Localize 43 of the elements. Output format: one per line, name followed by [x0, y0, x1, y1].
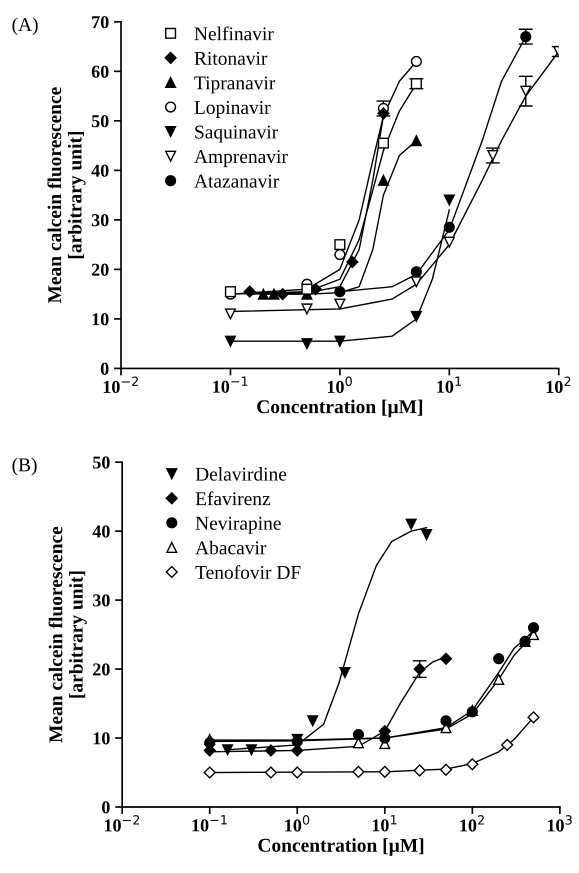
legend-label: Amprenavir — [194, 150, 288, 168]
legend-label: Saquinavir — [195, 126, 278, 143]
x-tick-label: 10$^{2}$ — [546, 376, 570, 394]
legend-label: Tenofovir DF — [195, 565, 300, 579]
x-tick-label: 10$^{1}$ — [372, 815, 396, 832]
x-tick-label: 10$^{−1}$ — [213, 376, 248, 393]
x-tick-label: 10$^{3}$ — [548, 815, 572, 832]
legend-label: Ritonavir — [194, 52, 268, 65]
legend-label: Delavirdine — [196, 467, 286, 481]
y-tick-label: 50 — [93, 456, 110, 469]
y-axis-title: Mean calcein fluorescence [arbitrary unit] — [48, 526, 87, 743]
x-tick-label: 10$^{2}$ — [460, 815, 484, 832]
legend-label: Nelfinavir — [194, 26, 274, 40]
y-tick-label: 30 — [92, 214, 109, 226]
legend-label: Atazanavir — [194, 174, 280, 188]
y-tick-label: 70 — [92, 16, 109, 28]
legend-label: Abacavir — [195, 540, 266, 554]
y-tick-label: 50 — [92, 115, 109, 128]
text: (B) — [12, 458, 37, 476]
x-axis-title: Concentration [µM] — [258, 838, 424, 856]
y-tick-label: 40 — [91, 164, 109, 177]
y-tick-label: 10 — [94, 732, 110, 744]
y-tick-label: 40 — [92, 525, 110, 538]
legend-label: Nevirapine — [196, 516, 281, 534]
y-tick-label: 0 — [102, 801, 110, 814]
legend-label: Lopinavir — [194, 100, 270, 118]
x-tick-label: 10$^{0}$ — [328, 376, 352, 394]
y-tick-label: 10 — [92, 313, 109, 326]
y-tick-label: 20 — [93, 663, 110, 676]
x-tick-label: 10$^{−2}$ — [104, 815, 140, 832]
x-tick-label: 10$^{−2}$ — [104, 376, 138, 394]
y-axis-title: Mean calcein fluorescence [arbitrary unit] — [47, 87, 86, 304]
text: (A) — [12, 17, 38, 36]
legend-label: Tipranavir — [194, 76, 276, 94]
legend-label: Efavirenz — [196, 491, 270, 506]
y-tick-label: 0 — [100, 362, 109, 375]
y-tick-label: 60 — [92, 66, 109, 78]
x-axis-title: Concentration [µM] — [257, 400, 422, 418]
x-tick-label: 10$^{−1}$ — [192, 815, 227, 832]
y-tick-label: 20 — [92, 264, 109, 276]
x-tick-label: 10$^{1}$ — [437, 376, 461, 393]
y-tick-label: 30 — [92, 594, 110, 607]
x-tick-label: 10$^{0}$ — [285, 815, 310, 832]
